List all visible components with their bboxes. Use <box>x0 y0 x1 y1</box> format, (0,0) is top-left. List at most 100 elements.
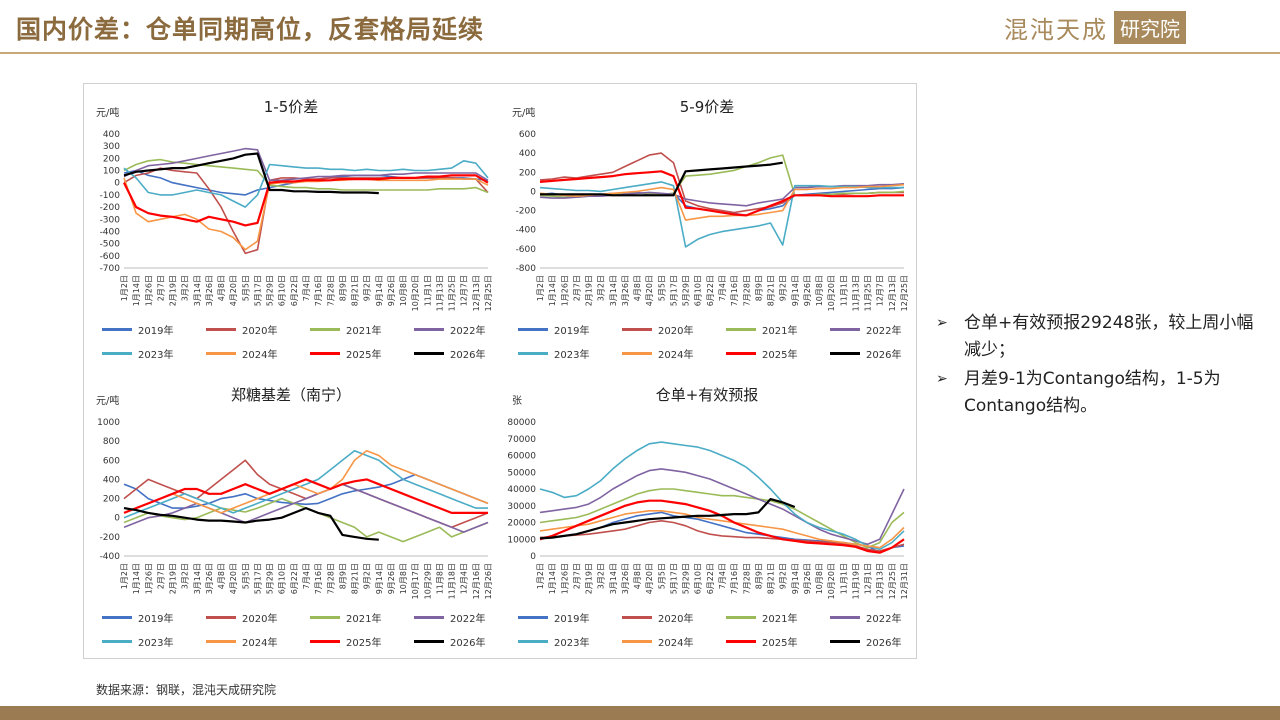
series-line-2022年 <box>539 468 905 546</box>
x-tick-label: 6月10日 <box>278 275 287 306</box>
x-tick-label: 11月1日 <box>839 563 848 594</box>
x-tick-label: 7月28日 <box>742 275 751 306</box>
x-tick-label: 1月14日 <box>132 275 141 306</box>
x-tick-label: 9月2日 <box>779 563 788 589</box>
x-tick-label: 11月25日 <box>864 275 873 311</box>
x-tick-label: 5月5日 <box>657 563 666 589</box>
series-line-2022年 <box>123 147 489 182</box>
y-tick-label: 30000 <box>507 502 536 512</box>
x-tick-label: 8月9日 <box>338 275 347 301</box>
x-tick-label: 7月4日 <box>302 275 311 301</box>
y-tick-label: 300 <box>103 142 120 152</box>
brand-logo: 混沌天成 研究院 <box>1004 10 1186 44</box>
legend-item: 2026年 <box>414 634 485 649</box>
x-tick-label: 8月9日 <box>754 275 763 301</box>
y-tick-label: 100 <box>103 167 120 177</box>
charts-frame: 400 300 200 100 0 -100 -200 -300 -400 -500 -600 -70… <box>83 83 917 659</box>
legend-swatch <box>310 616 340 619</box>
y-tick-label: 200 <box>103 495 120 505</box>
series-line-2020年 <box>539 152 904 214</box>
x-tick-label: 8月9日 <box>754 563 763 589</box>
x-tick-label: 8月21日 <box>767 563 776 594</box>
legend-label: 2025年 <box>346 350 382 361</box>
x-tick-label: 2月7日 <box>572 275 581 301</box>
y-tick-label: -700 <box>100 264 121 274</box>
legend-swatch <box>414 328 444 331</box>
x-tick-label: 8月21日 <box>351 275 360 306</box>
chart-unit: 张 <box>512 396 522 407</box>
x-tick-label: 12月13日 <box>888 275 897 311</box>
y-tick-label: 1000 <box>97 418 120 428</box>
x-tick-label: 11月19日 <box>851 563 860 599</box>
legend-item: 2021年 <box>310 322 381 337</box>
series-line-2022年 <box>123 483 489 533</box>
y-tick-label: 600 <box>103 456 120 466</box>
y-tick-label: 0 <box>114 514 120 524</box>
bullet-item: ➢ 仓单+有效预报29248张，较上周小幅减少； <box>930 310 1260 364</box>
y-tick-label: 40000 <box>507 485 536 495</box>
x-tick-label: 9月14日 <box>791 275 800 306</box>
legend-item: 2023年 <box>102 346 173 361</box>
x-tick-label: 10月8日 <box>399 563 408 594</box>
x-tick-label: 5月17日 <box>669 563 678 594</box>
legend-swatch <box>622 616 652 619</box>
legend-label: 2019年 <box>554 326 590 337</box>
x-tick-label: 1月26日 <box>144 563 153 594</box>
x-tick-label: 6月22日 <box>290 563 299 594</box>
legend-item: 2023年 <box>518 634 589 649</box>
legend-swatch <box>102 328 132 331</box>
legend-item: 2022年 <box>830 610 901 625</box>
x-tick-label: 12月4日 <box>460 563 469 594</box>
x-tick-label: 3月2日 <box>181 563 190 589</box>
x-tick-label: 10月17日 <box>411 563 420 599</box>
legend-label: 2020年 <box>242 326 278 337</box>
x-tick-label: 11月25日 <box>448 275 457 311</box>
commentary-bullets: ➢ 仓单+有效预报29248张，较上周小幅减少； ➢ 月差9-1为Contang… <box>930 310 1260 422</box>
x-tick-label: 3月2日 <box>181 275 190 301</box>
x-tick-label: 7月16日 <box>730 275 739 306</box>
legend-swatch <box>622 328 652 331</box>
chart-panel-5-9-spread: 600 400 200 0 -200 -400 -600 -800 1月2日 1月14日 1月26日… <box>500 84 914 370</box>
legend-label: 2026年 <box>450 350 486 361</box>
y-tick-label: -200 <box>516 207 537 217</box>
x-tick-label: 7月4日 <box>302 563 311 589</box>
x-tick-label: 9月2日 <box>363 275 372 301</box>
legend-label: 2019年 <box>554 614 590 625</box>
legend-label: 2026年 <box>450 638 486 649</box>
data-source-note: 数据来源：钢联，混沌天成研究院 <box>96 683 277 697</box>
y-tick-label: 80000 <box>507 418 536 428</box>
x-tick-label: 1月14日 <box>548 563 557 594</box>
chart-title: 郑糖基差（南宁） <box>230 386 351 404</box>
legend-label: 2026年 <box>866 638 902 649</box>
chart-unit: 元/吨 <box>96 396 120 407</box>
legend-item: 2019年 <box>102 610 173 625</box>
chart-unit: 元/吨 <box>512 108 536 119</box>
x-tick-label: 6月10日 <box>278 563 287 594</box>
legend-item: 2025年 <box>310 346 381 361</box>
x-tick-label: 1月2日 <box>120 275 129 301</box>
legend-item: 2023年 <box>102 634 173 649</box>
legend-item: 2020年 <box>206 322 277 337</box>
series-line-2023年 <box>123 449 488 519</box>
legend-swatch <box>830 616 860 619</box>
y-tick-label: 0 <box>530 552 536 562</box>
x-tick-label: 9月14日 <box>375 275 384 306</box>
series-line-2025年 <box>123 478 488 514</box>
x-tick-label: 2月7日 <box>572 563 581 589</box>
x-tick-label: 9月26日 <box>803 275 812 306</box>
x-tick-label: 6月22日 <box>290 275 299 306</box>
series-line-2026年 <box>123 507 379 541</box>
legend-item: 2026年 <box>830 634 901 649</box>
x-tick-label: 5月29日 <box>682 275 691 306</box>
x-tick-label: 7月4日 <box>718 563 727 589</box>
x-tick-label: 3月14日 <box>193 275 202 306</box>
x-tick-label: 5月5日 <box>241 275 250 301</box>
x-tick-label: 1月2日 <box>536 275 545 301</box>
y-tick-label: -600 <box>100 252 121 262</box>
legend-item: 2019年 <box>102 322 173 337</box>
x-tick-label: 4月8日 <box>633 275 642 301</box>
x-tick-label: 8月9日 <box>338 563 347 589</box>
series-line-2024年 <box>539 510 905 549</box>
x-tick-label: 2月19日 <box>585 275 594 306</box>
